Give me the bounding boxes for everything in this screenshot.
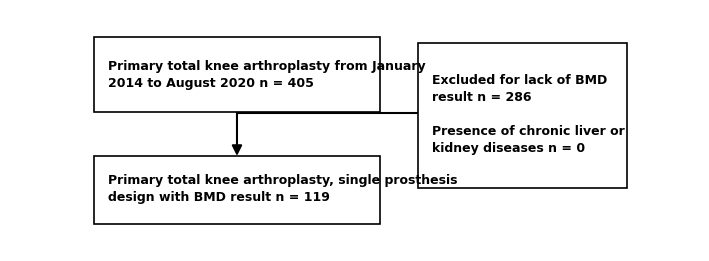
Text: Excluded for lack of BMD
result n = 286

Presence of chronic liver or
kidney dis: Excluded for lack of BMD result n = 286 … <box>432 74 625 155</box>
FancyBboxPatch shape <box>94 37 380 112</box>
Text: Primary total knee arthroplasty, single prosthesis
design with BMD result n = 11: Primary total knee arthroplasty, single … <box>108 174 457 204</box>
FancyBboxPatch shape <box>418 43 627 188</box>
FancyBboxPatch shape <box>94 156 380 224</box>
Text: Primary total knee arthroplasty from January
2014 to August 2020 n = 405: Primary total knee arthroplasty from Jan… <box>108 60 425 90</box>
